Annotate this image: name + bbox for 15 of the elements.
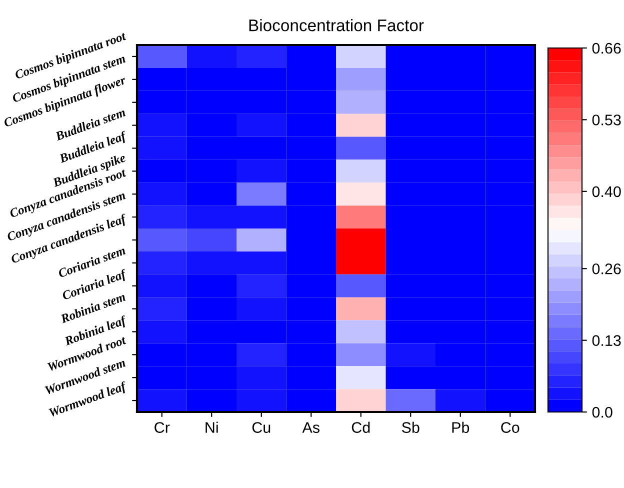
x-tick-label: Sb [402, 422, 420, 433]
x-tick-label: Cd [352, 422, 370, 433]
x-tick-label: As [302, 422, 320, 433]
x-tick-label: Co [501, 422, 520, 433]
color-bar-label: 0.40 [592, 186, 621, 198]
x-tick-label: Cr [154, 422, 170, 433]
x-tick-label: Cu [252, 422, 270, 433]
x-tick-label: Ni [206, 422, 218, 433]
x-tick-label: Pb [452, 422, 470, 433]
color-bar-label: 0.13 [592, 335, 621, 346]
color-bar-label: 0.0 [592, 406, 612, 418]
chart-title: Bioconcentration Factor [249, 19, 424, 32]
color-bar-label: 0.26 [592, 263, 621, 274]
color-bar-label: 0.66 [592, 42, 621, 54]
color-bar-label: 0.53 [592, 114, 621, 126]
